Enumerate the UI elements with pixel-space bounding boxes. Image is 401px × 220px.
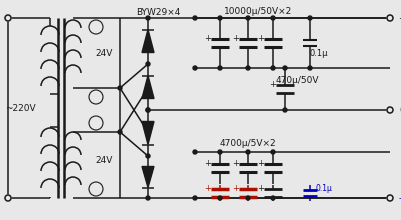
Text: 0: 0: [399, 106, 401, 114]
Circle shape: [89, 182, 103, 196]
Text: + 33V: + 33V: [399, 13, 401, 22]
Text: +: +: [233, 183, 239, 192]
Circle shape: [146, 154, 150, 158]
Text: ②: ②: [93, 92, 99, 101]
Circle shape: [387, 107, 393, 113]
Text: 0.1μ: 0.1μ: [316, 183, 333, 192]
Circle shape: [5, 195, 11, 201]
Text: 10000μ/50V×2: 10000μ/50V×2: [224, 7, 292, 15]
Circle shape: [246, 16, 250, 20]
Circle shape: [118, 86, 122, 90]
Text: ①: ①: [93, 22, 99, 31]
Circle shape: [271, 16, 275, 20]
Circle shape: [283, 66, 287, 70]
Polygon shape: [142, 75, 154, 99]
Circle shape: [193, 196, 197, 200]
Text: ~220V: ~220V: [5, 103, 35, 112]
Text: BYW29×4: BYW29×4: [136, 7, 180, 16]
Circle shape: [246, 66, 250, 70]
Circle shape: [308, 66, 312, 70]
Circle shape: [246, 196, 250, 200]
Circle shape: [308, 16, 312, 20]
Circle shape: [283, 108, 287, 112]
Circle shape: [146, 16, 150, 20]
Circle shape: [387, 195, 393, 201]
Text: 24V: 24V: [95, 156, 113, 165]
Polygon shape: [142, 121, 154, 145]
Circle shape: [271, 66, 275, 70]
Polygon shape: [142, 167, 154, 187]
Text: 470μ/50V: 470μ/50V: [275, 75, 319, 84]
Text: 24V: 24V: [95, 48, 113, 57]
Circle shape: [146, 108, 150, 112]
Circle shape: [218, 196, 222, 200]
Circle shape: [271, 150, 275, 154]
Text: 4700μ/5V×2: 4700μ/5V×2: [220, 139, 276, 147]
Circle shape: [5, 15, 11, 21]
Circle shape: [146, 108, 150, 112]
Circle shape: [89, 20, 103, 34]
Text: 0.1μ: 0.1μ: [310, 48, 328, 57]
Text: +: +: [257, 158, 264, 167]
Circle shape: [146, 62, 150, 66]
Circle shape: [193, 150, 197, 154]
Text: +: +: [233, 158, 239, 167]
Text: +: +: [257, 33, 264, 42]
Circle shape: [387, 15, 393, 21]
Circle shape: [218, 16, 222, 20]
Text: +: +: [205, 158, 211, 167]
Circle shape: [146, 196, 150, 200]
Text: ④: ④: [93, 185, 99, 194]
Circle shape: [271, 196, 275, 200]
Text: +: +: [257, 183, 264, 192]
Circle shape: [89, 90, 103, 104]
Text: +: +: [205, 33, 211, 42]
Circle shape: [193, 66, 197, 70]
Text: +: +: [205, 183, 211, 192]
Circle shape: [218, 66, 222, 70]
Circle shape: [218, 150, 222, 154]
Circle shape: [246, 150, 250, 154]
Text: ③: ③: [93, 119, 99, 128]
Circle shape: [89, 116, 103, 130]
Text: +: +: [233, 33, 239, 42]
Text: - 33V: - 33V: [399, 194, 401, 202]
Circle shape: [118, 130, 122, 134]
Polygon shape: [142, 29, 154, 53]
Circle shape: [193, 16, 197, 20]
Text: +: +: [269, 79, 276, 88]
